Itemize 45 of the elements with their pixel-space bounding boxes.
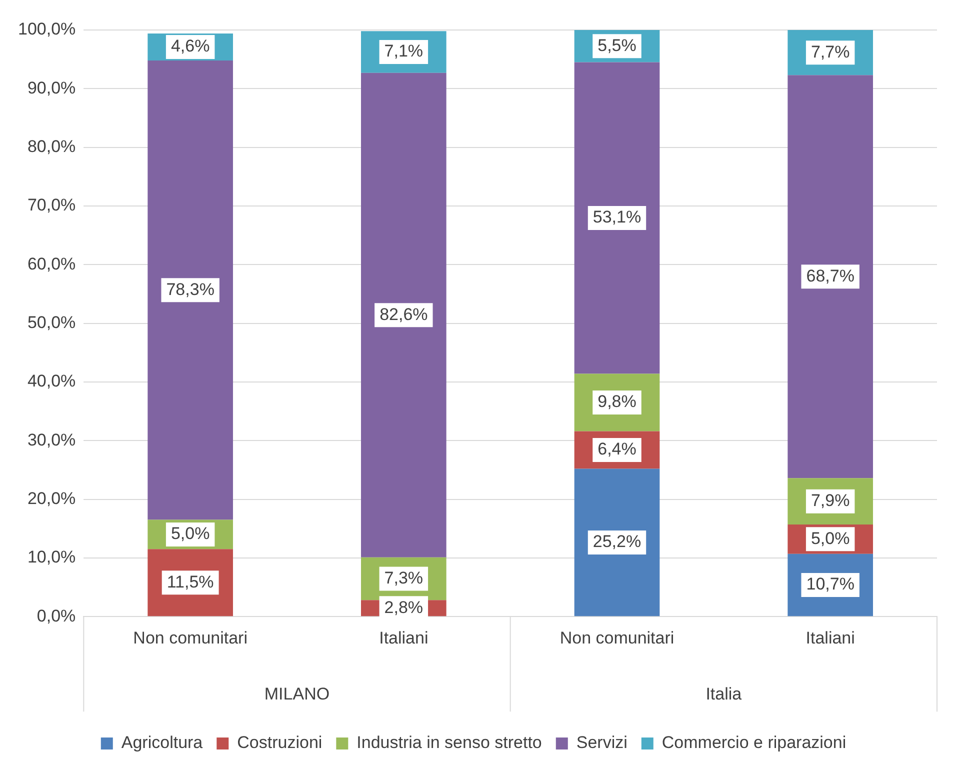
legend-label: Agricoltura: [121, 733, 204, 752]
legend-label: Commercio e riparazioni: [662, 733, 846, 752]
data-label: 53,1%: [592, 208, 642, 227]
y-tick-label: 100,0%: [18, 20, 76, 39]
y-tick-label: 30,0%: [27, 430, 76, 450]
data-label: 82,6%: [380, 304, 428, 324]
data-label: 2,8%: [384, 598, 424, 617]
legend-label: Servizi: [576, 733, 628, 752]
legend-label: Costruzioni: [237, 733, 322, 752]
data-label: 4,6%: [170, 36, 210, 56]
data-label: 78,3%: [166, 280, 214, 299]
bar: [574, 62, 660, 374]
data-label: 7,9%: [810, 491, 850, 510]
x-tick-label: Non comunitari: [133, 628, 248, 648]
data-label: 25,2%: [592, 532, 642, 552]
text: MILANO: [264, 684, 330, 704]
legend-label: Industria in senso stretto: [356, 733, 542, 752]
bar: [788, 75, 873, 478]
data-label: 5,5%: [598, 36, 636, 55]
data-label: 68,7%: [806, 266, 854, 286]
data-label: 5,0%: [810, 528, 850, 548]
data-label: 9,8%: [598, 392, 636, 412]
y-tick-label: 50,0%: [27, 312, 76, 332]
data-label: 10,7%: [806, 574, 854, 594]
x-tick-label: Italiani: [806, 628, 855, 648]
y-tick-label: 40,0%: [27, 372, 76, 391]
data-label: 7,1%: [384, 42, 424, 61]
data-label: 7,7%: [810, 42, 850, 62]
bar: [574, 468, 660, 616]
data-label: 5,0%: [170, 524, 210, 544]
bar: [360, 72, 446, 558]
data-label: 6,4%: [598, 440, 636, 459]
x-tick-label: Italiani: [379, 628, 428, 648]
y-tick-label: 10,0%: [27, 548, 76, 567]
text: Italia: [706, 684, 742, 704]
x-tick-label: Non comunitari: [560, 628, 674, 648]
y-tick-label: 0,0%: [36, 606, 76, 626]
data-label: 7,3%: [384, 568, 424, 588]
data-label: 11,5%: [166, 572, 214, 592]
y-tick-label: 90,0%: [27, 78, 76, 98]
y-tick-label: 80,0%: [27, 137, 76, 156]
bar: [148, 60, 233, 520]
y-tick-label: 60,0%: [27, 254, 76, 274]
y-tick-label: 70,0%: [27, 196, 76, 215]
y-tick-label: 20,0%: [27, 488, 76, 508]
